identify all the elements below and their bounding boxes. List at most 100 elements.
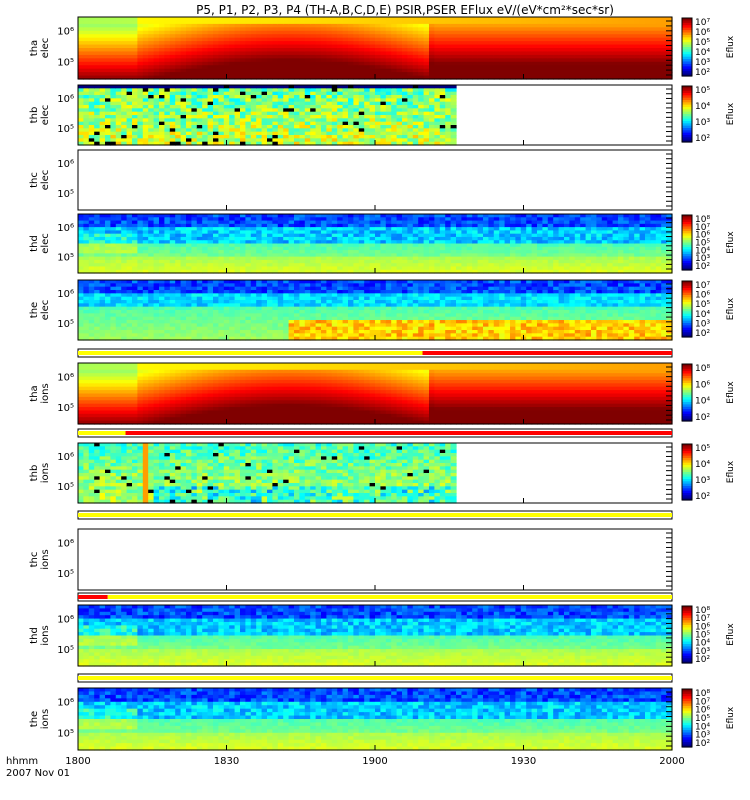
spectrogram-cell xyxy=(218,85,225,89)
spectrogram-cell xyxy=(564,48,570,53)
spectrogram-cell xyxy=(337,54,344,59)
spectrogram-cell xyxy=(483,230,489,235)
spectrogram-cell xyxy=(493,246,500,251)
spectrogram-cell xyxy=(402,105,408,109)
spectrogram-cell xyxy=(342,51,349,56)
spectrogram-cell xyxy=(196,17,203,22)
spectrogram-cell xyxy=(321,65,327,70)
spectrogram-cell xyxy=(439,230,446,235)
spectrogram-cell xyxy=(380,17,387,22)
spectrogram-cell xyxy=(234,37,241,42)
spectrogram-cell xyxy=(423,37,430,42)
spectrogram-cell xyxy=(418,95,425,99)
spectrogram-cell xyxy=(418,217,425,222)
spectrogram-cell xyxy=(542,58,549,63)
spectrogram-cell xyxy=(229,223,236,228)
spectrogram-cell xyxy=(353,37,360,42)
spectrogram-cell xyxy=(493,37,500,42)
spectrogram-cell xyxy=(591,65,597,70)
spectrogram-cell xyxy=(110,101,117,106)
spectrogram-cell xyxy=(283,131,290,136)
spectrogram-cell xyxy=(526,263,533,268)
spectrogram-cell xyxy=(121,233,128,238)
spectrogram-cell xyxy=(531,256,538,261)
spectrogram-cell xyxy=(434,111,441,116)
spectrogram-cell xyxy=(407,95,414,99)
spectrogram-cell xyxy=(223,223,230,228)
spectrogram-cell xyxy=(272,91,279,96)
spectrogram-cell xyxy=(499,23,506,28)
spectrogram-cell xyxy=(310,141,317,146)
spectrogram-cell xyxy=(121,227,128,231)
spectrogram-cell xyxy=(445,23,452,28)
spectrogram-cell xyxy=(126,68,133,73)
spectrogram-cell xyxy=(218,131,225,136)
spectrogram-cell xyxy=(439,243,446,248)
spectrogram-cell xyxy=(558,20,565,25)
spectrogram-cell xyxy=(407,115,414,119)
spectrogram-cell xyxy=(315,250,322,254)
spectrogram-cell xyxy=(78,34,84,39)
spectrogram-cell xyxy=(331,214,338,218)
spectrogram-cell xyxy=(196,41,203,46)
spectrogram-cell xyxy=(213,111,219,116)
spectrogram-cell xyxy=(294,44,300,49)
spectrogram-cell xyxy=(369,111,376,116)
spectrogram-cell xyxy=(207,23,214,28)
spectrogram-cell xyxy=(380,88,387,93)
spectrogram-cell xyxy=(180,111,187,116)
spectrogram-cell xyxy=(99,220,106,225)
spectrogram-cell xyxy=(385,269,392,274)
spectrogram-cell xyxy=(256,51,263,56)
spectrogram-cell xyxy=(277,101,284,106)
spectrogram-cell xyxy=(294,125,300,129)
spectrogram-cell xyxy=(353,223,360,228)
spectrogram-cell xyxy=(412,108,419,113)
spectrogram-cell xyxy=(99,88,106,93)
spectrogram-cell xyxy=(607,48,614,53)
spectrogram-cell xyxy=(601,41,608,46)
spectrogram-cell xyxy=(115,37,122,42)
spectrogram-cell xyxy=(310,236,317,241)
spectrogram-cell xyxy=(250,115,257,119)
spectrogram-cell xyxy=(612,37,619,42)
spectrogram-cell xyxy=(466,250,473,254)
spectrogram-cell xyxy=(456,17,462,22)
spectrogram-cell xyxy=(299,266,306,271)
spectrogram-cell xyxy=(585,20,592,25)
spectrogram-cell xyxy=(148,44,155,49)
spectrogram-cell xyxy=(94,17,101,22)
spectrogram-cell xyxy=(115,65,122,70)
colorbar-frame xyxy=(681,17,693,77)
spectrogram-cell xyxy=(310,108,317,113)
spectrogram-cell xyxy=(142,27,149,32)
spectrogram-cell xyxy=(310,233,317,238)
spectrogram-cell xyxy=(412,88,419,93)
spectrogram-cell xyxy=(202,246,209,251)
spectrogram-cell xyxy=(159,263,165,268)
spectrogram-cell xyxy=(245,220,252,225)
spectrogram-cell xyxy=(639,44,646,49)
spectrogram-cell xyxy=(202,236,209,241)
spectrogram-cell xyxy=(164,259,171,264)
spectrogram-cell xyxy=(115,138,122,143)
spectrogram-cell xyxy=(483,266,489,271)
spectrogram-cell xyxy=(391,256,398,261)
spectrogram-cell xyxy=(385,233,392,238)
spectrogram-cell xyxy=(369,61,376,66)
spectrogram-cell xyxy=(380,58,387,63)
spectrogram-cell xyxy=(186,98,192,103)
spectrogram-cell xyxy=(229,246,236,251)
spectrogram-cell xyxy=(299,54,306,59)
spectrogram-cell xyxy=(83,240,90,245)
spectrogram-cell xyxy=(510,54,516,59)
spectrogram-cell xyxy=(618,23,624,28)
spectrogram-cell xyxy=(164,263,171,268)
spectrogram-cell xyxy=(83,138,90,143)
spectrogram-cell xyxy=(277,131,284,136)
spectrogram-cell xyxy=(272,138,279,143)
spectrogram-cell xyxy=(326,95,333,99)
spectrogram-cell xyxy=(261,98,268,103)
spectrogram-cell xyxy=(634,65,641,70)
spectrogram-cell xyxy=(261,101,268,106)
